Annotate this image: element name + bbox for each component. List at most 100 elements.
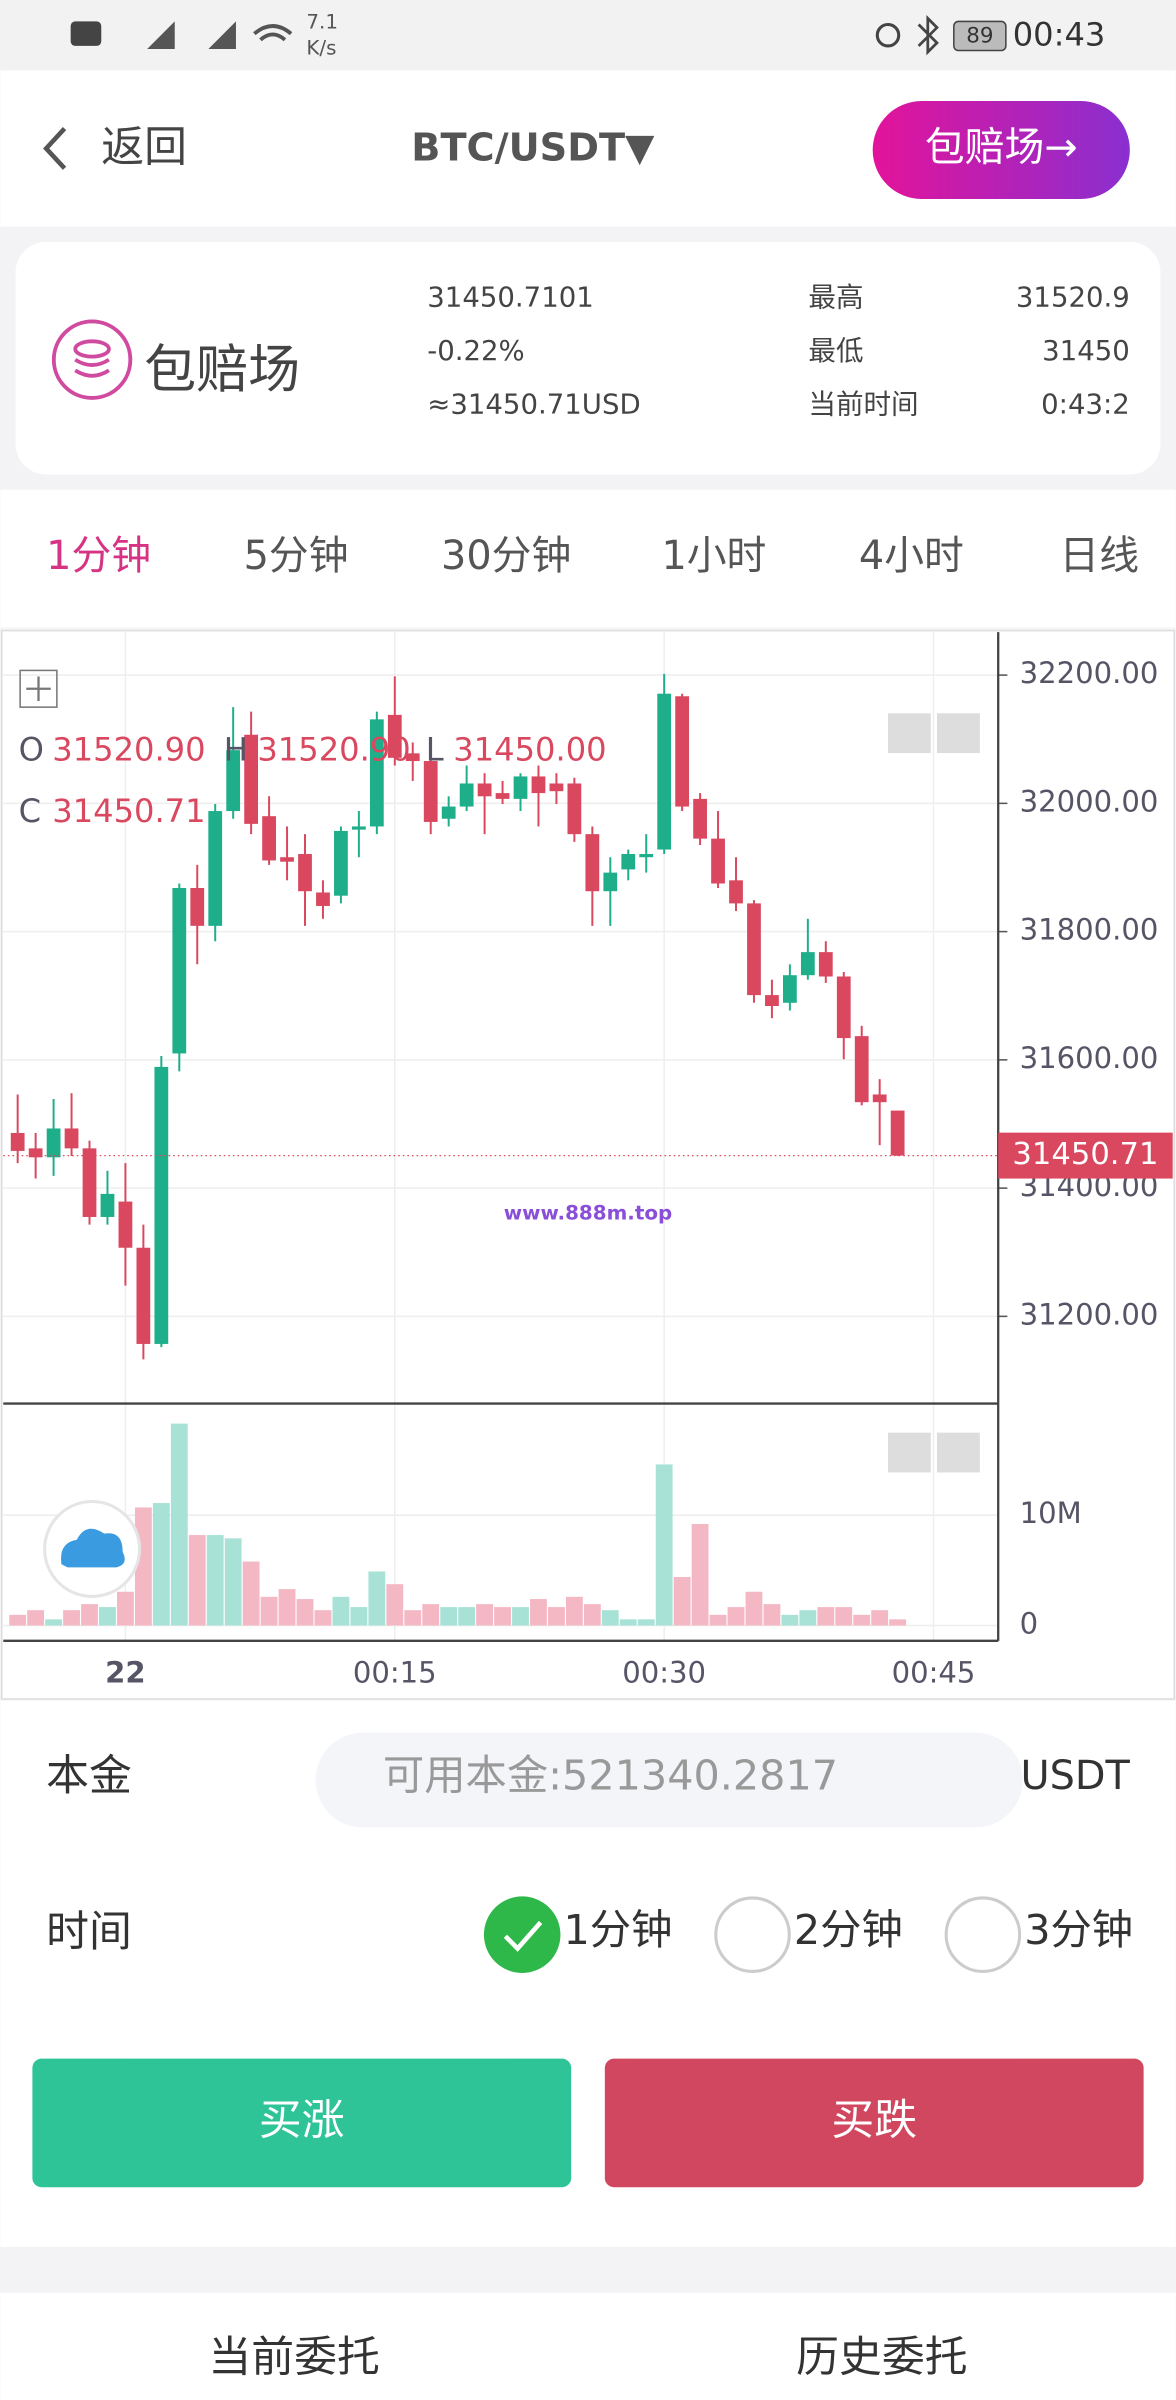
period-tab[interactable]: 日线 bbox=[1059, 533, 1139, 579]
radio[interactable] bbox=[944, 1896, 1022, 1973]
volume-bar bbox=[781, 1614, 799, 1626]
order-tab[interactable]: 当前委托 bbox=[208, 2333, 379, 2383]
order-tab[interactable]: 历史委托 bbox=[796, 2333, 967, 2383]
ohlc-key: C bbox=[19, 792, 41, 830]
ohlc-value: 31450.00 bbox=[453, 731, 606, 769]
volume-bar bbox=[799, 1610, 817, 1626]
volume-bar bbox=[188, 1535, 206, 1626]
period-tab[interactable]: 1分钟 bbox=[46, 533, 151, 579]
crosshair-toggle[interactable] bbox=[19, 669, 58, 708]
stat-value: 31450 bbox=[1042, 335, 1130, 367]
order-tabs bbox=[0, 2292, 1176, 2400]
volume-bar bbox=[673, 1576, 691, 1626]
volume-bar bbox=[27, 1610, 45, 1626]
volume-bar bbox=[655, 1464, 673, 1626]
volume-bar bbox=[889, 1619, 907, 1626]
candle-body bbox=[387, 714, 402, 758]
candle-body bbox=[549, 783, 564, 792]
candle-body bbox=[585, 834, 600, 892]
wifi-icon bbox=[253, 24, 293, 42]
candle-body bbox=[657, 693, 672, 850]
time-option[interactable]: 2分钟 bbox=[794, 1906, 903, 1954]
volume-bar bbox=[332, 1596, 350, 1626]
buy-up-button[interactable] bbox=[32, 2058, 572, 2188]
back-icon[interactable] bbox=[43, 127, 67, 170]
candle-body bbox=[100, 1193, 115, 1217]
back-button[interactable]: 返回 bbox=[101, 123, 187, 173]
check-icon bbox=[503, 1920, 543, 1952]
candle-body bbox=[118, 1201, 133, 1248]
ohlc-key: O bbox=[19, 731, 44, 769]
candle-body bbox=[729, 880, 743, 904]
candle-body bbox=[334, 830, 348, 896]
x-tick-label: 00:15 bbox=[353, 1655, 437, 1689]
scale-button[interactable] bbox=[936, 713, 980, 754]
volume-bar bbox=[9, 1614, 27, 1626]
buy-down-button[interactable] bbox=[604, 2058, 1144, 2188]
volume-bar bbox=[81, 1604, 98, 1626]
period-tab[interactable]: 30分钟 bbox=[441, 533, 571, 579]
volume-bar bbox=[206, 1535, 224, 1626]
volume-bar bbox=[117, 1591, 134, 1626]
bluetooth-icon bbox=[917, 15, 939, 56]
volume-bar bbox=[314, 1610, 332, 1626]
brand-icon-coin bbox=[73, 339, 111, 359]
x-tick-label: 00:45 bbox=[892, 1655, 976, 1689]
candle-body bbox=[890, 1110, 905, 1156]
last-price-box bbox=[998, 1132, 1173, 1179]
buy-down-label[interactable]: 买跌 bbox=[831, 2095, 917, 2145]
scale-button[interactable] bbox=[936, 1432, 980, 1473]
scale-button[interactable] bbox=[888, 713, 931, 754]
volume-bar bbox=[350, 1607, 368, 1626]
principal-label: 本金 bbox=[46, 1751, 132, 1801]
candle-body bbox=[800, 952, 815, 976]
volume-bar bbox=[458, 1607, 476, 1626]
candle-body bbox=[136, 1247, 151, 1344]
cloud-icon bbox=[61, 1528, 125, 1568]
principal-unit: USDT bbox=[1021, 1753, 1131, 1799]
principal-placeholder[interactable]: 可用本金:521340.2817 bbox=[383, 1752, 838, 1800]
period-tab[interactable]: 4小时 bbox=[859, 533, 964, 579]
candle-body bbox=[10, 1132, 25, 1151]
time-option[interactable]: 3分钟 bbox=[1024, 1906, 1133, 1954]
candle-body bbox=[459, 783, 474, 807]
volume-bar bbox=[170, 1423, 188, 1626]
ticker-usd: ≈31450.71USD bbox=[427, 389, 640, 421]
scale-button[interactable] bbox=[888, 1432, 931, 1473]
last-price-label: 31450.71 bbox=[1012, 1137, 1158, 1172]
radio-checked[interactable] bbox=[483, 1896, 561, 1973]
candle-body bbox=[28, 1148, 43, 1158]
volume-bar bbox=[583, 1604, 601, 1626]
ohlc-value: 31520.90 bbox=[257, 731, 410, 769]
volume-bar bbox=[440, 1607, 458, 1626]
candle-body bbox=[621, 854, 636, 870]
volume-bar bbox=[619, 1619, 637, 1626]
buy-up-label[interactable]: 买涨 bbox=[259, 2095, 345, 2145]
time-option[interactable]: 1分钟 bbox=[564, 1906, 673, 1954]
candle-body bbox=[495, 793, 510, 799]
candle-body bbox=[441, 806, 456, 819]
stat-label: 当前时间 bbox=[808, 389, 918, 421]
action-button-label[interactable]: 包赔场→ bbox=[925, 125, 1078, 171]
principal-input[interactable] bbox=[315, 1732, 1023, 1828]
volume-bar bbox=[691, 1524, 709, 1626]
brand-name: 包赔场 bbox=[144, 340, 300, 400]
candle-body bbox=[172, 888, 187, 1054]
pair-title[interactable]: BTC/USDT▼ bbox=[411, 126, 655, 171]
signal-icon bbox=[147, 21, 236, 49]
volume-bar bbox=[565, 1596, 583, 1626]
period-tab[interactable]: 1小时 bbox=[661, 533, 766, 579]
volume-bar bbox=[476, 1604, 494, 1626]
action-button[interactable] bbox=[872, 101, 1130, 199]
candle-body bbox=[423, 761, 438, 822]
candle-body bbox=[351, 826, 366, 830]
volume-bar bbox=[512, 1607, 529, 1626]
candle-body bbox=[693, 798, 707, 839]
radio[interactable] bbox=[714, 1896, 791, 1973]
ticker-price: 31450.7101 bbox=[427, 281, 593, 313]
period-tab[interactable]: 5分钟 bbox=[244, 533, 349, 579]
stat-label: 最高 bbox=[808, 281, 863, 313]
candle-body bbox=[405, 753, 420, 762]
y-tick-label: 32200.00 bbox=[1020, 656, 1159, 690]
battery-icon bbox=[953, 20, 1007, 52]
